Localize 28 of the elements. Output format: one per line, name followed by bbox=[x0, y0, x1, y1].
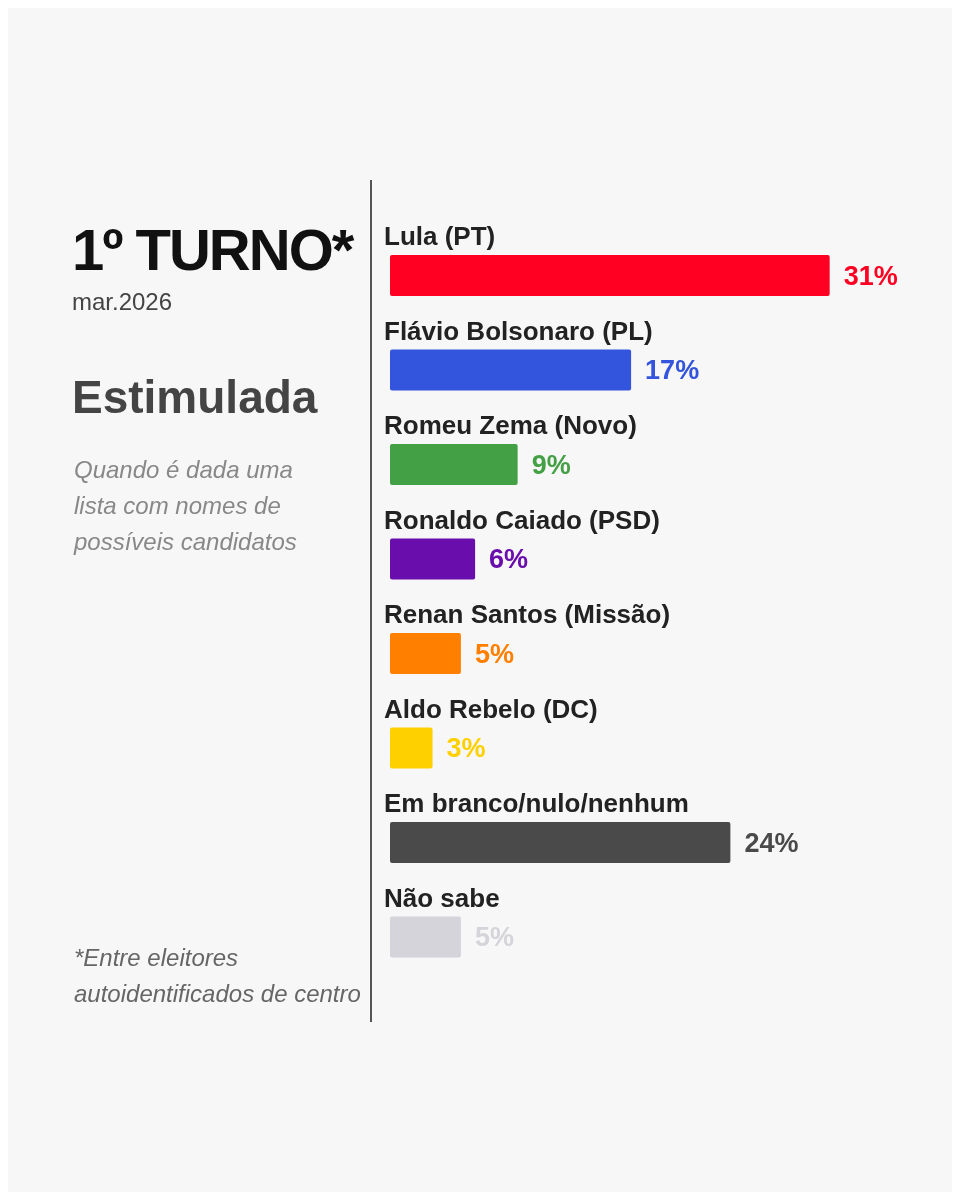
data-label: 9% bbox=[531, 449, 571, 480]
y-tick-label: Ronaldo Caiado (PSD) bbox=[384, 504, 660, 535]
text: Quando é dada uma lista com nomes de possíveis candidatos bbox=[74, 455, 298, 557]
bar bbox=[390, 255, 830, 296]
bar bbox=[390, 727, 433, 769]
bar bbox=[390, 633, 461, 674]
y-tick-label: Não sabe bbox=[384, 882, 500, 913]
bar bbox=[390, 822, 731, 863]
bar bbox=[390, 916, 461, 958]
y-tick-label: Aldo Rebelo (DC) bbox=[384, 693, 598, 724]
y-tick-label: Em branco/nulo/nenhum bbox=[384, 788, 689, 819]
y-tick-label: Romeu Zema (Novo) bbox=[384, 410, 637, 441]
y-tick-label: Renan Santos (Missão) bbox=[384, 599, 671, 630]
text: Estimulada bbox=[72, 370, 318, 424]
bar bbox=[390, 349, 632, 391]
data-label: 31% bbox=[843, 260, 898, 291]
text: *Entre eleitores autoidentificados de centro bbox=[74, 943, 362, 1009]
bar bbox=[390, 444, 518, 485]
data-label: 17% bbox=[645, 355, 700, 385]
data-label: 6% bbox=[489, 544, 529, 574]
y-tick-label: Lula (PT) bbox=[384, 221, 496, 252]
bar bbox=[390, 538, 476, 580]
y-tick-label: Flávio Bolsonaro (PL) bbox=[384, 315, 653, 346]
text: mar.2026 bbox=[72, 288, 173, 316]
data-label: 24% bbox=[744, 827, 799, 858]
data-label: 5% bbox=[474, 638, 514, 669]
text: 1º TURNO* bbox=[72, 216, 353, 283]
data-label: 3% bbox=[446, 733, 486, 763]
